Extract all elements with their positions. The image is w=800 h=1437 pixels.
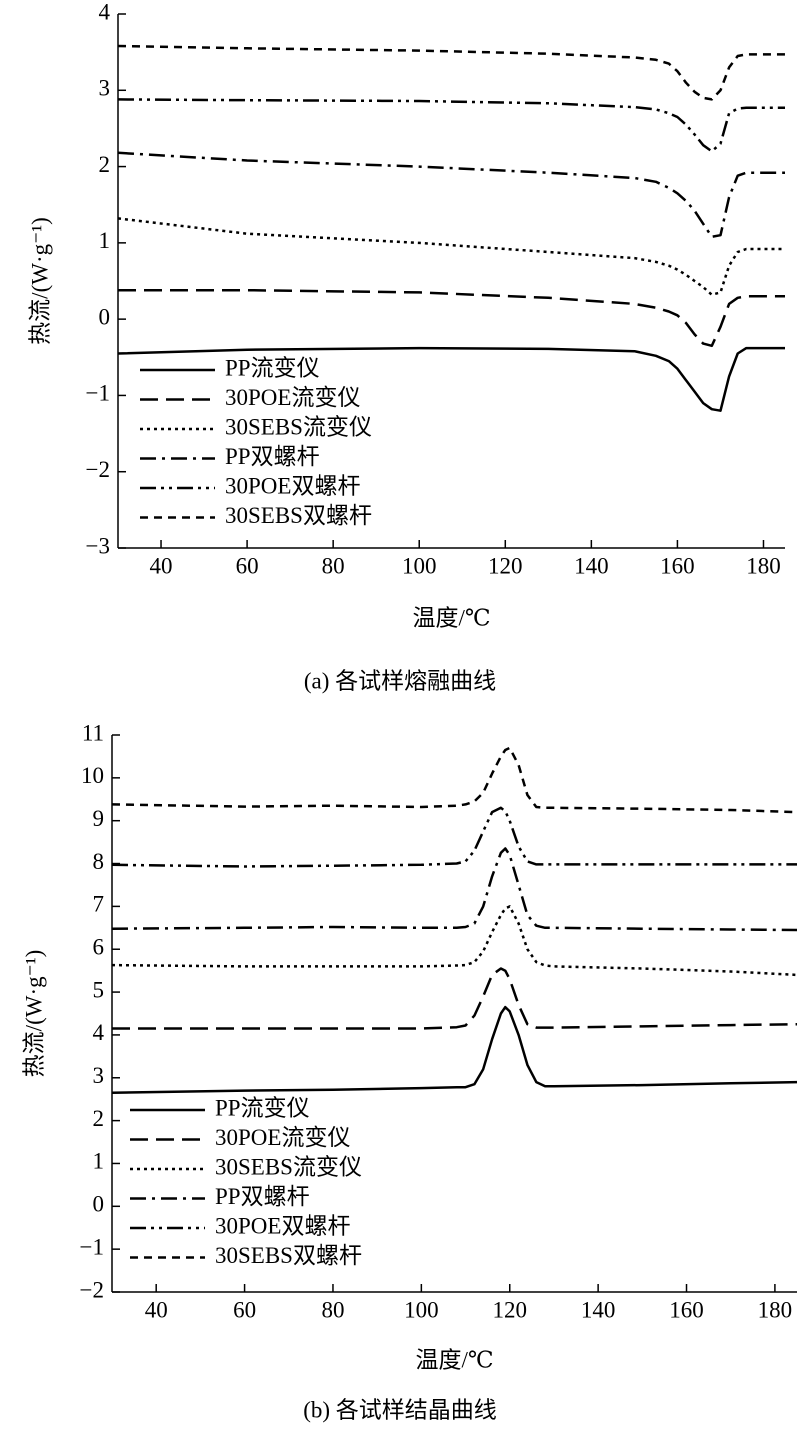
y-tick-label: 7 <box>93 892 105 917</box>
y-tick-label: −1 <box>86 381 110 406</box>
y-tick-label: 1 <box>99 228 111 253</box>
y-tick-label: −3 <box>86 533 110 558</box>
legend-label: 30SEBS流变仪 <box>225 414 372 439</box>
x-tick-label: 180 <box>746 553 781 578</box>
legend-label: PP双螺杆 <box>215 1184 310 1209</box>
x-tick-label: 180 <box>758 1297 793 1322</box>
x-axis-label: 温度/℃ <box>412 605 490 630</box>
y-tick-label: 11 <box>82 720 104 745</box>
x-tick-label: 140 <box>574 553 609 578</box>
legend-label: PP流变仪 <box>225 355 320 380</box>
legend-label: 30SEBS双螺杆 <box>215 1243 362 1268</box>
caption: (b) 各试样结晶曲线 <box>303 1397 497 1422</box>
legend-label: 30POE流变仪 <box>225 385 360 410</box>
series-line <box>117 151 785 239</box>
y-tick-label: 6 <box>93 935 105 960</box>
y-axis-label: 热流/(W·g⁻¹) <box>21 950 46 1078</box>
legend-label: PP双螺杆 <box>225 444 320 469</box>
y-tick-label: −2 <box>80 1277 104 1302</box>
y-tick-label: −2 <box>86 457 110 482</box>
series-line <box>117 217 785 296</box>
x-tick-label: 140 <box>581 1297 616 1322</box>
series-line <box>111 847 798 932</box>
x-tick-label: 60 <box>236 553 259 578</box>
y-tick-label: 8 <box>93 849 105 874</box>
series-line <box>117 98 785 153</box>
y-tick-label: 5 <box>93 977 105 1002</box>
y-tick-label: 2 <box>99 152 111 177</box>
series-line <box>111 806 797 868</box>
y-tick-label: 1 <box>93 1149 105 1174</box>
x-tick-label: 100 <box>402 553 437 578</box>
legend-label: 30SEBS流变仪 <box>215 1154 362 1179</box>
legend-label: 30POE双螺杆 <box>225 473 360 498</box>
y-tick-label: 2 <box>93 1106 105 1131</box>
y-tick-label: 10 <box>81 763 104 788</box>
x-tick-label: 160 <box>669 1297 704 1322</box>
series-line <box>117 44 785 101</box>
legend-label: 30POE流变仪 <box>215 1125 350 1150</box>
y-tick-label: 0 <box>93 1192 105 1217</box>
x-tick-label: 40 <box>145 1297 168 1322</box>
y-tick-label: 9 <box>93 806 105 831</box>
legend-label: 30SEBS双螺杆 <box>225 503 372 528</box>
series-line <box>112 967 798 1030</box>
x-tick-label: 40 <box>150 553 173 578</box>
y-tick-label: 0 <box>99 304 111 329</box>
legend-label: 30POE双螺杆 <box>215 1213 350 1238</box>
y-tick-label: −1 <box>80 1234 104 1259</box>
x-tick-label: 80 <box>321 1297 344 1322</box>
x-tick-label: 160 <box>660 553 695 578</box>
x-axis-label: 温度/℃ <box>415 1347 493 1372</box>
y-tick-label: 4 <box>99 0 111 24</box>
series-line <box>117 346 785 412</box>
legend-label: PP流变仪 <box>215 1095 310 1120</box>
series-line <box>111 905 798 977</box>
series-line <box>111 1005 798 1095</box>
y-tick-label: 4 <box>93 1020 105 1045</box>
x-tick-label: 120 <box>488 553 523 578</box>
series-line <box>111 746 798 814</box>
y-axis-label: 热流/(W·g⁻¹) <box>27 217 52 345</box>
x-tick-label: 80 <box>322 553 345 578</box>
series-line <box>118 288 785 348</box>
y-tick-label: 3 <box>99 76 111 101</box>
caption: (a) 各试样熔融曲线 <box>304 668 496 693</box>
x-tick-label: 100 <box>404 1297 439 1322</box>
x-tick-label: 60 <box>233 1297 256 1322</box>
y-tick-label: 3 <box>93 1063 105 1088</box>
x-tick-label: 120 <box>492 1297 527 1322</box>
